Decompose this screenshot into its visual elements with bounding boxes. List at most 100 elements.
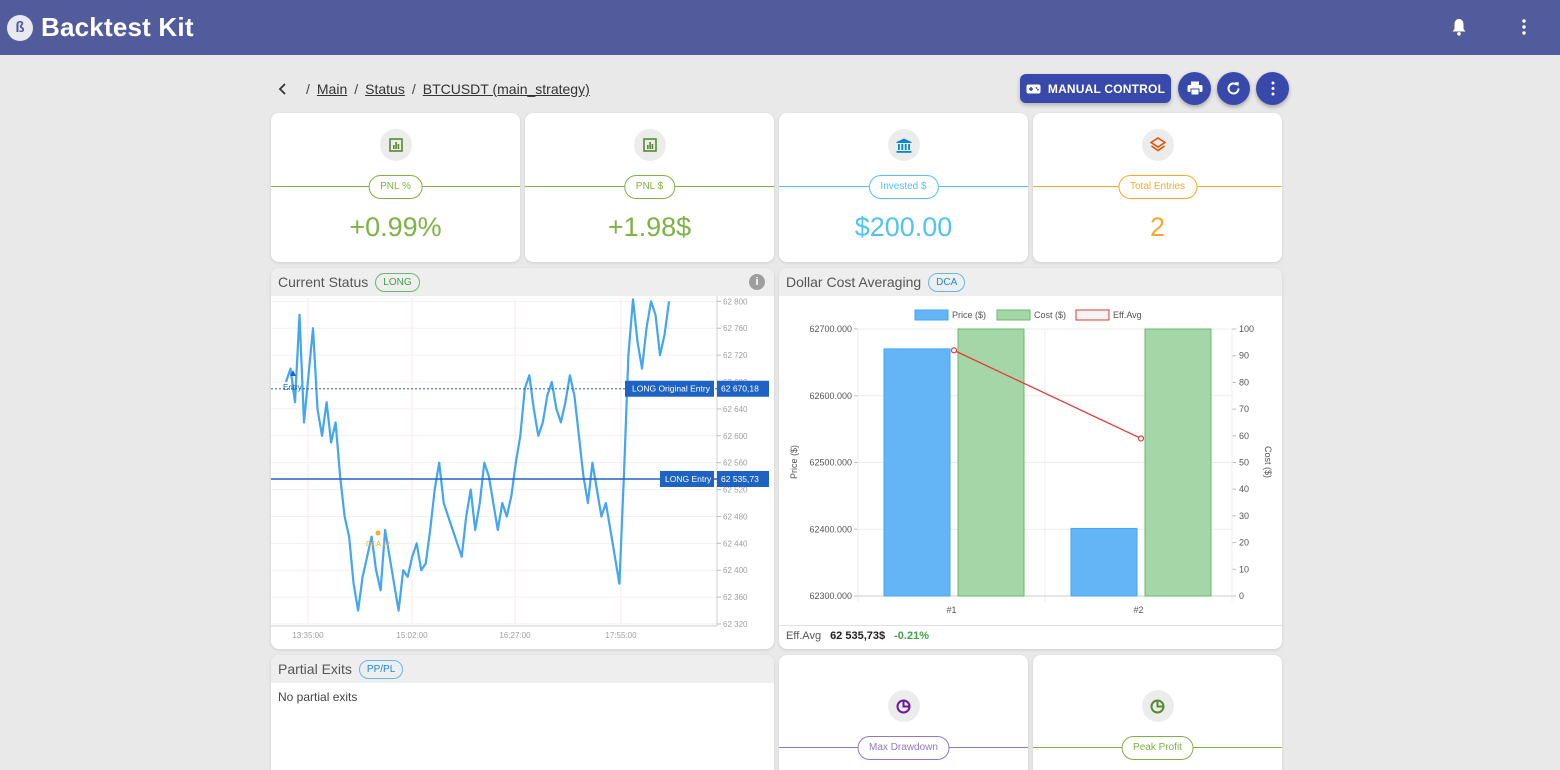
entry-marker-icon xyxy=(290,370,296,376)
chart-icon xyxy=(379,129,412,161)
partial-exits-panel: Partial Exits PP/PL No partial exits xyxy=(271,655,774,770)
time-tick-label: 13:35:00 xyxy=(292,631,324,640)
price-tick-label: 62 800 xyxy=(723,297,748,306)
breadcrumb-strategy[interactable]: BTCUSDT (main_strategy) xyxy=(422,81,590,97)
stat-value: +0.99% xyxy=(349,212,442,242)
breadcrumb-status[interactable]: Status xyxy=(365,81,405,97)
left-tick-label: 62600.000 xyxy=(809,391,852,401)
right-tick-label: 50 xyxy=(1239,458,1249,468)
eff-avg-point xyxy=(1137,435,1145,442)
original-entry-label: LONG Original Entry xyxy=(625,380,714,397)
price-bar xyxy=(1070,527,1138,597)
dca-marker-icon xyxy=(375,530,381,536)
legend-label: Eff.Avg xyxy=(1113,310,1142,320)
panel-header: Current Status LONG i xyxy=(271,268,774,296)
legend-label: Price ($) xyxy=(952,310,986,320)
print-button[interactable] xyxy=(1178,72,1211,105)
stat-label: PNL % xyxy=(368,175,423,199)
empty-state-text: No partial exits xyxy=(278,690,358,704)
footer-divider xyxy=(779,625,1282,626)
print-icon xyxy=(1187,81,1202,96)
breadcrumb-main[interactable]: Main xyxy=(316,81,348,97)
left-tick-label: 62700.000 xyxy=(809,324,852,334)
stat-label: Invested $ xyxy=(868,175,939,199)
price-tick-label: 62 600 xyxy=(723,432,748,441)
position-tag: LONG xyxy=(375,272,420,292)
right-tick-label: 30 xyxy=(1239,511,1249,521)
refresh-button[interactable] xyxy=(1217,72,1250,105)
entry-marker-label: Entry xyxy=(283,383,302,392)
panel-title: Partial Exits xyxy=(278,661,352,677)
y-right-axis-title: Cost ($) xyxy=(1263,446,1273,478)
eff-avg-value: 62 535,73$ xyxy=(830,630,886,642)
panel-title: Dollar Cost Averaging xyxy=(786,274,922,290)
right-tick-label: 70 xyxy=(1239,404,1249,414)
original-entry-price-box xyxy=(717,380,769,397)
info-icon[interactable]: i xyxy=(749,274,765,290)
price-tick-label: 62 760 xyxy=(723,324,748,333)
bank-icon xyxy=(887,129,920,161)
legend-effavg: Eff.Avg xyxy=(1075,309,1142,321)
legend-label: Cost ($) xyxy=(1034,310,1066,320)
x-tick-label: #2 xyxy=(1133,605,1143,615)
current-status-panel: Current Status LONG i 62 800 62 760 62 720… xyxy=(271,268,774,649)
more-vert-icon[interactable] xyxy=(1519,18,1529,36)
label-box xyxy=(660,470,714,487)
back-chevron-icon[interactable] xyxy=(276,82,290,96)
left-tick-label: 62300.000 xyxy=(809,591,852,601)
refresh-icon xyxy=(1227,82,1240,95)
manual-control-button[interactable]: MANUAL CONTROL xyxy=(1020,74,1171,103)
stat-label: PNL $ xyxy=(623,175,676,199)
right-tick-label: 0 xyxy=(1239,591,1244,601)
eff-avg-point xyxy=(950,347,958,354)
legend-cost: Cost ($) xyxy=(996,309,1066,321)
more-actions-button[interactable] xyxy=(1256,72,1289,105)
price-tick-label: 62 520 xyxy=(723,486,748,495)
partial-exits-tag: PP/PL xyxy=(358,659,404,679)
entry-price: 62 535,73 xyxy=(721,474,759,484)
stat-card-invested: Invested $ $200.00 xyxy=(779,113,1028,262)
cost-bar xyxy=(957,328,1025,597)
app-title: Backtest Kit xyxy=(41,12,194,42)
price-tick-label: 62 320 xyxy=(723,620,748,629)
app-logo-icon: ß xyxy=(7,14,33,41)
layers-icon xyxy=(1141,129,1174,161)
label-text: LONG Original Entry xyxy=(632,384,711,394)
label-box xyxy=(625,380,714,397)
right-tick-label: 80 xyxy=(1239,377,1249,387)
dca-chart[interactable]: Price ($) Cost ($) Eff.Avg 62700.000 62600.0… xyxy=(779,296,1282,621)
price-tick-label: 62 360 xyxy=(723,593,748,602)
notification-bell-icon[interactable] xyxy=(1451,18,1467,36)
right-tick-label: 100 xyxy=(1239,324,1254,334)
price-tick-label: 62 640 xyxy=(723,405,748,414)
entry-price-box xyxy=(717,470,769,487)
breadcrumb: / Main / Status / BTCUSDT (main_strategy… xyxy=(276,80,590,98)
stat-value: +1.98$ xyxy=(607,212,692,242)
price-tick-label: 62 480 xyxy=(723,512,748,521)
stat-value: $200.00 xyxy=(854,212,953,242)
breadcrumb-separator: / xyxy=(306,81,310,97)
legend-swatch xyxy=(1075,309,1110,321)
pie-icon xyxy=(887,690,920,722)
panel-header: Dollar Cost Averaging DCA xyxy=(779,268,1282,296)
price-tick-label: 62 400 xyxy=(723,566,748,575)
more-vert-icon xyxy=(1271,81,1274,96)
eff-avg-line xyxy=(953,349,1142,440)
price-tick-label: 62 720 xyxy=(723,351,748,360)
stat-card-peak-profit: Peak Profit xyxy=(1033,655,1282,770)
legend-price: Price ($) xyxy=(914,309,986,321)
eff-avg-label: Eff.Avg xyxy=(786,630,822,642)
stat-value: 2 xyxy=(1149,212,1166,242)
app-bar: ß Backtest Kit xyxy=(0,0,1560,55)
dca-panel: Dollar Cost Averaging DCA Price ($) Cost … xyxy=(779,268,1282,649)
time-tick-label: 17:55:00 xyxy=(605,631,637,640)
time-tick-label: 16:27:00 xyxy=(499,631,531,640)
dca-tag: DCA xyxy=(928,272,966,292)
right-tick-label: 40 xyxy=(1239,484,1249,494)
panel-title: Current Status xyxy=(278,274,369,290)
price-bar xyxy=(883,348,951,597)
right-tick-label: 10 xyxy=(1239,564,1249,574)
breadcrumb-separator: / xyxy=(354,81,359,97)
original-entry-price: 62 670,18 xyxy=(721,384,759,394)
